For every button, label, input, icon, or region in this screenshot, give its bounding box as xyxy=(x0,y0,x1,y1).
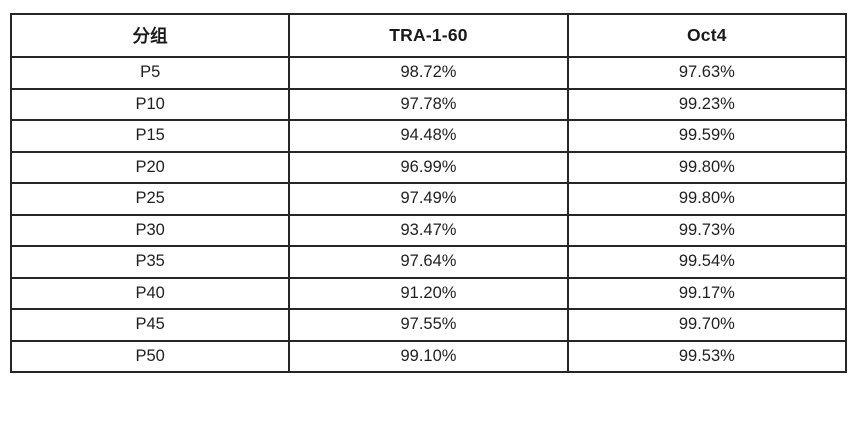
header-group: 分组 xyxy=(9,13,291,58)
table-row: P15 94.48% 99.59% xyxy=(9,119,848,153)
cell-group: P35 xyxy=(9,245,291,279)
table-row: P45 97.55% 99.70% xyxy=(9,308,848,342)
cell-oct4: 99.80% xyxy=(566,182,848,216)
cell-group: P30 xyxy=(9,213,291,247)
cell-tra-1-60: 91.20% xyxy=(288,276,569,310)
cell-group: P40 xyxy=(9,276,291,310)
table-row: P20 96.99% 99.80% xyxy=(9,150,848,184)
cell-tra-1-60: 97.49% xyxy=(288,182,569,216)
cell-oct4: 99.54% xyxy=(566,245,848,279)
cell-oct4: 99.80% xyxy=(566,150,848,184)
cell-group: P20 xyxy=(9,150,291,184)
table-row: P40 91.20% 99.17% xyxy=(9,276,848,310)
cell-group: P25 xyxy=(9,182,291,216)
cell-oct4: 99.70% xyxy=(566,308,848,342)
cell-oct4: 99.17% xyxy=(566,276,848,310)
header-row: 分组 TRA-1-60 Oct4 xyxy=(9,13,848,58)
cell-group: P5 xyxy=(9,56,291,90)
cell-tra-1-60: 97.64% xyxy=(288,245,569,279)
cell-tra-1-60: 94.48% xyxy=(288,119,569,153)
table-row: P25 97.49% 99.80% xyxy=(9,182,848,216)
cell-oct4: 99.23% xyxy=(566,87,848,121)
cell-tra-1-60: 98.72% xyxy=(288,56,569,90)
cell-group: P45 xyxy=(9,308,291,342)
table-row: P50 99.10% 99.53% xyxy=(9,339,848,373)
cell-tra-1-60: 97.78% xyxy=(288,87,569,121)
marker-expression-table: 分组 TRA-1-60 Oct4 P5 98.72% 97.63% P10 97… xyxy=(9,13,848,373)
table-row: P35 97.64% 99.54% xyxy=(9,245,848,279)
header-tra-1-60: TRA-1-60 xyxy=(288,13,569,58)
cell-group: P15 xyxy=(9,119,291,153)
cell-oct4: 99.53% xyxy=(566,339,848,373)
cell-tra-1-60: 99.10% xyxy=(288,339,569,373)
cell-oct4: 99.73% xyxy=(566,213,848,247)
table-row: P30 93.47% 99.73% xyxy=(9,213,848,247)
cell-oct4: 99.59% xyxy=(566,119,848,153)
table-row: P5 98.72% 97.63% xyxy=(9,56,848,90)
cell-oct4: 97.63% xyxy=(566,56,848,90)
cell-tra-1-60: 96.99% xyxy=(288,150,569,184)
cell-group: P50 xyxy=(9,339,291,373)
cell-tra-1-60: 97.55% xyxy=(288,308,569,342)
cell-tra-1-60: 93.47% xyxy=(288,213,569,247)
table-row: P10 97.78% 99.23% xyxy=(9,87,848,121)
header-oct4: Oct4 xyxy=(566,13,848,58)
cell-group: P10 xyxy=(9,87,291,121)
